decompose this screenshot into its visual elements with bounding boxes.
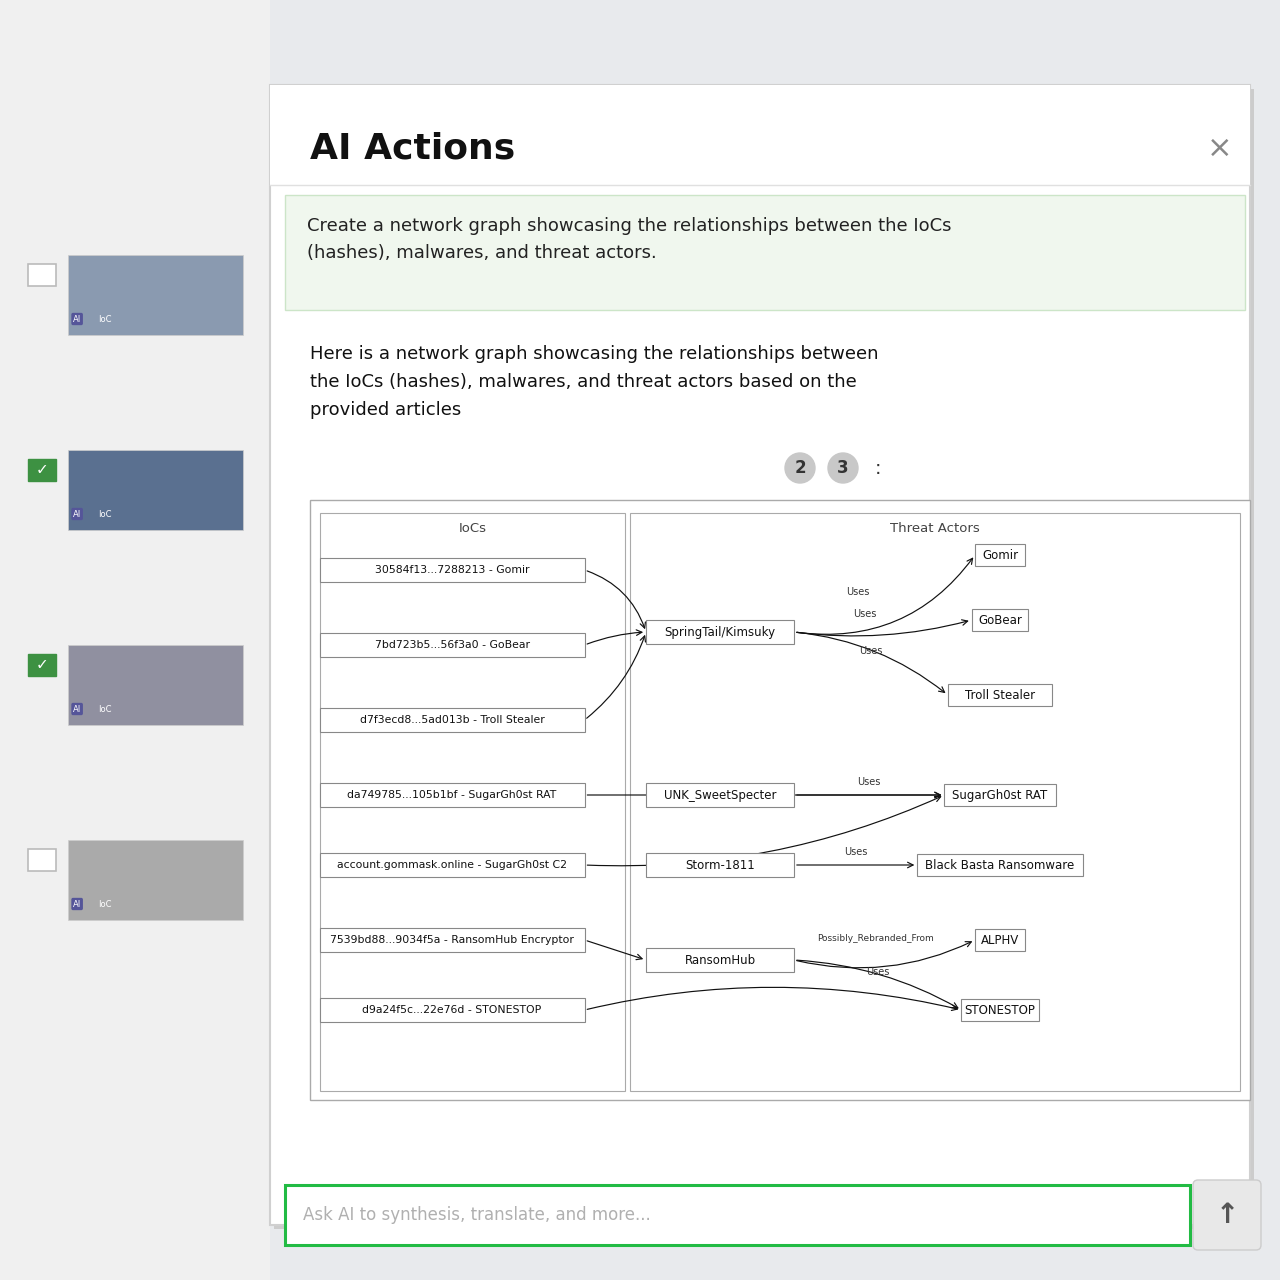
Text: 3: 3 [837, 460, 849, 477]
Text: Gomir: Gomir [982, 549, 1018, 562]
FancyBboxPatch shape [1193, 1180, 1261, 1251]
Text: SugarGh0st RAT: SugarGh0st RAT [952, 788, 1047, 801]
Text: :: : [876, 458, 882, 477]
Bar [320, 634, 585, 657]
Text: SpringTail/Kimsuky: SpringTail/Kimsuky [664, 626, 776, 639]
Bar [945, 783, 1056, 806]
Text: AI: AI [73, 900, 81, 909]
Text: ↑: ↑ [1216, 1201, 1239, 1229]
Text: IoC: IoC [99, 900, 111, 909]
Bar [28, 849, 56, 870]
Text: 7bd723b5...56f3a0 - GoBear: 7bd723b5...56f3a0 - GoBear [375, 640, 530, 650]
Bar [961, 998, 1038, 1021]
Bar [0, 0, 270, 1280]
Text: Uses: Uses [844, 847, 868, 858]
Bar [918, 854, 1083, 876]
Text: AI: AI [73, 509, 81, 518]
Text: 2: 2 [794, 460, 806, 477]
Text: Create a network graph showcasing the relationships between the IoCs
(hashes), m: Create a network graph showcasing the re… [307, 218, 951, 262]
Bar [947, 684, 1052, 707]
Bar [320, 558, 585, 582]
Bar [285, 195, 1245, 310]
Bar [28, 264, 56, 285]
Bar [320, 998, 585, 1021]
Text: AI: AI [73, 315, 81, 324]
Text: Uses: Uses [858, 777, 881, 787]
Bar [320, 708, 585, 732]
Bar [68, 451, 243, 530]
Circle shape [828, 453, 858, 483]
Circle shape [785, 453, 815, 483]
Text: d9a24f5c...22e76d - STONESTOP: d9a24f5c...22e76d - STONESTOP [362, 1005, 541, 1015]
Text: ×: × [1207, 133, 1233, 163]
Text: Here is a network graph showcasing the relationships between
the IoCs (hashes), : Here is a network graph showcasing the r… [310, 346, 878, 419]
Text: Black Basta Ransomware: Black Basta Ransomware [925, 859, 1075, 872]
Bar [646, 948, 794, 972]
Text: STONESTOP: STONESTOP [965, 1004, 1036, 1016]
Text: 30584f13...7288213 - Gomir: 30584f13...7288213 - Gomir [375, 564, 529, 575]
Bar [646, 852, 794, 877]
Bar [320, 852, 585, 877]
Text: Uses: Uses [867, 966, 890, 977]
Bar [975, 544, 1025, 566]
Text: d7f3ecd8...5ad013b - Troll Stealer: d7f3ecd8...5ad013b - Troll Stealer [360, 716, 544, 724]
Bar [68, 840, 243, 920]
Text: IoC: IoC [99, 509, 111, 518]
Text: GoBear: GoBear [978, 613, 1021, 626]
Bar [320, 513, 625, 1091]
Bar [274, 90, 1254, 1229]
Bar [68, 255, 243, 335]
Text: IoC: IoC [99, 315, 111, 324]
Bar [972, 609, 1028, 631]
Bar [310, 500, 1251, 1100]
Text: Ask AI to synthesis, translate, and more...: Ask AI to synthesis, translate, and more… [303, 1206, 650, 1224]
Text: Storm-1811: Storm-1811 [685, 859, 755, 872]
Bar [270, 84, 1251, 1225]
Text: ✓: ✓ [36, 658, 49, 672]
Bar [28, 460, 56, 481]
Text: Possibly_Rebranded_From: Possibly_Rebranded_From [817, 934, 934, 943]
Bar [270, 84, 1251, 186]
Text: Troll Stealer: Troll Stealer [965, 689, 1036, 701]
Bar [68, 645, 243, 724]
Bar [285, 1185, 1190, 1245]
Bar [646, 783, 794, 806]
Bar [28, 654, 56, 676]
Text: IoCs: IoCs [458, 521, 486, 535]
Text: account.gommask.online - SugarGh0st C2: account.gommask.online - SugarGh0st C2 [337, 860, 567, 870]
Text: UNK_SweetSpecter: UNK_SweetSpecter [664, 788, 776, 801]
Bar [630, 513, 1240, 1091]
Text: Uses: Uses [846, 588, 869, 596]
Text: Uses: Uses [859, 645, 883, 655]
Text: IoC: IoC [99, 704, 111, 713]
Text: da749785...105b1bf - SugarGh0st RAT: da749785...105b1bf - SugarGh0st RAT [347, 790, 557, 800]
Text: Uses: Uses [854, 609, 877, 620]
Text: AI: AI [73, 704, 81, 713]
Bar [320, 783, 585, 806]
Text: AI Actions: AI Actions [310, 131, 516, 165]
Text: RansomHub: RansomHub [685, 954, 755, 966]
Text: ALPHV: ALPHV [980, 933, 1019, 946]
Bar [975, 929, 1025, 951]
Text: 7539bd88...9034f5a - RansomHub Encryptor: 7539bd88...9034f5a - RansomHub Encryptor [330, 934, 573, 945]
Bar [320, 928, 585, 952]
Bar [646, 620, 794, 644]
Text: ✓: ✓ [36, 462, 49, 477]
Text: Threat Actors: Threat Actors [890, 521, 980, 535]
